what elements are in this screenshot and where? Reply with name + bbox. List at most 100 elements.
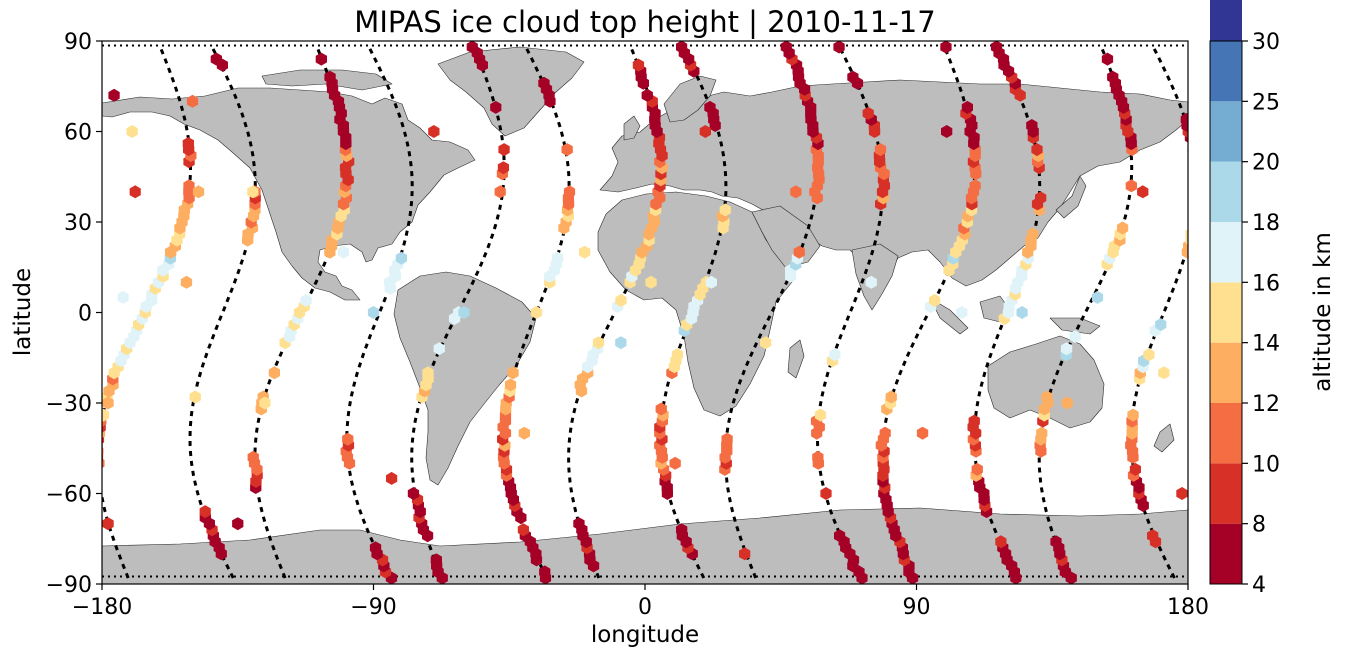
cloud-point [1143, 348, 1155, 362]
colorbar-tick-label: 10 [1252, 452, 1280, 477]
cloud-point [632, 58, 645, 72]
cloud-point [655, 402, 667, 416]
cloud-point-sample [645, 275, 657, 289]
chart-title: MIPAS ice cloud top height | 2010-11-17 [354, 5, 935, 39]
cloud-point-sample [1137, 185, 1149, 199]
cloud-point [497, 161, 509, 175]
cloud-point [102, 441, 103, 449]
cloud-point [1187, 158, 1188, 166]
cloud-point [834, 529, 846, 543]
cloud-point-sample [1091, 290, 1104, 304]
cloud-point-sample [180, 275, 193, 289]
cloud-point-sample [941, 125, 953, 138]
land-north-america [102, 87, 476, 301]
cloud-point [1187, 140, 1188, 147]
cloud-point-sample [126, 125, 138, 138]
land-japan [1055, 175, 1087, 219]
x-axis-label: longitude [591, 622, 699, 648]
cloud-point [1180, 112, 1188, 126]
cloud-point [315, 52, 327, 66]
cloud-point [1060, 342, 1073, 356]
colorbar-segment [1210, 41, 1242, 102]
cloud-point [538, 76, 550, 90]
cloud-point [719, 203, 731, 217]
cloud-point [300, 293, 312, 307]
y-axis-label: latitude [10, 268, 36, 356]
colorbar-segment [1210, 403, 1242, 464]
colorbar-segment [1210, 0, 1242, 42]
cloud-point [561, 143, 573, 157]
x-tick-label: 90 [903, 595, 931, 620]
orbit-track [502, 46, 571, 579]
cloud-point [780, 41, 792, 54]
x-axis: −180 −90 0 90 180 [72, 584, 1209, 620]
cloud-point [563, 185, 576, 199]
cloud-point [1155, 318, 1167, 332]
land-layer [102, 46, 1188, 584]
cloud-point-sample [259, 396, 271, 410]
cloud-point [971, 462, 983, 476]
cloud-point [1036, 426, 1048, 440]
cloud-point-sample [386, 471, 398, 485]
cloud-point [324, 70, 336, 84]
colorbar-segment [1210, 101, 1242, 162]
cloud-point [1107, 70, 1119, 84]
cloud-point [1031, 143, 1043, 157]
y-axis: −90 −60 −30 0 30 60 90 [46, 30, 102, 598]
cloud-point [530, 306, 543, 319]
cloud-point [1190, 210, 1201, 223]
cloud-point [498, 143, 510, 157]
cloud-point [968, 414, 980, 428]
cloud-point-sample [1016, 306, 1028, 319]
y-tick-label: −60 [46, 483, 92, 508]
cloud-point-sample [108, 88, 120, 102]
cloud-point [641, 88, 653, 102]
cloud-point [552, 251, 564, 265]
cloud-point [833, 41, 845, 54]
land-madagascar [787, 339, 805, 379]
cloud-point [704, 100, 716, 114]
cloud-point [879, 426, 891, 440]
colorbar-tick-label: 12 [1252, 392, 1280, 417]
land-greenland [437, 46, 585, 137]
cloud-point [615, 293, 627, 307]
cloud-point [490, 100, 502, 114]
cloud-point-sample [956, 306, 968, 319]
plot-area [102, 41, 1203, 584]
cloud-point [1027, 227, 1039, 241]
x-tick-label: −180 [72, 595, 132, 620]
cloud-points [102, 41, 1203, 584]
cloud-point [507, 366, 519, 380]
cloud-point [829, 348, 841, 362]
cloud-point [969, 179, 981, 193]
cloud-point-sample [494, 185, 506, 199]
cloud-point-sample [428, 125, 440, 138]
colorbar-tick-label: 25 [1252, 90, 1280, 115]
cloud-point-sample [760, 336, 772, 350]
cloud-point [1125, 179, 1137, 193]
cloud-point [990, 41, 1003, 54]
cloud-point-sample [820, 487, 832, 500]
cloud-point-sample [367, 306, 380, 319]
cloud-point [517, 523, 529, 537]
x-tick-label: −90 [350, 595, 396, 620]
colorbar-tick-label: 30 [1252, 30, 1280, 55]
cloud-point [1192, 197, 1203, 210]
cloud-point-sample [790, 185, 802, 199]
cloud-point [183, 179, 195, 193]
cloud-point-sample [1176, 487, 1188, 500]
cloud-point [342, 432, 354, 446]
y-tick-label: −30 [46, 392, 92, 417]
cloud-point [539, 565, 551, 579]
cloud-point-sample [337, 245, 349, 259]
colorbar-tick-label: 20 [1252, 151, 1280, 176]
cloud-point-sample [192, 185, 205, 199]
cloud-point [1190, 173, 1201, 186]
cloud-point [504, 378, 517, 392]
land-new-zealand [1153, 423, 1175, 453]
cloud-point [1026, 119, 1038, 132]
x-tick-label: 0 [638, 595, 652, 620]
land-antarctica [102, 507, 1188, 584]
cloud-point [102, 408, 110, 422]
